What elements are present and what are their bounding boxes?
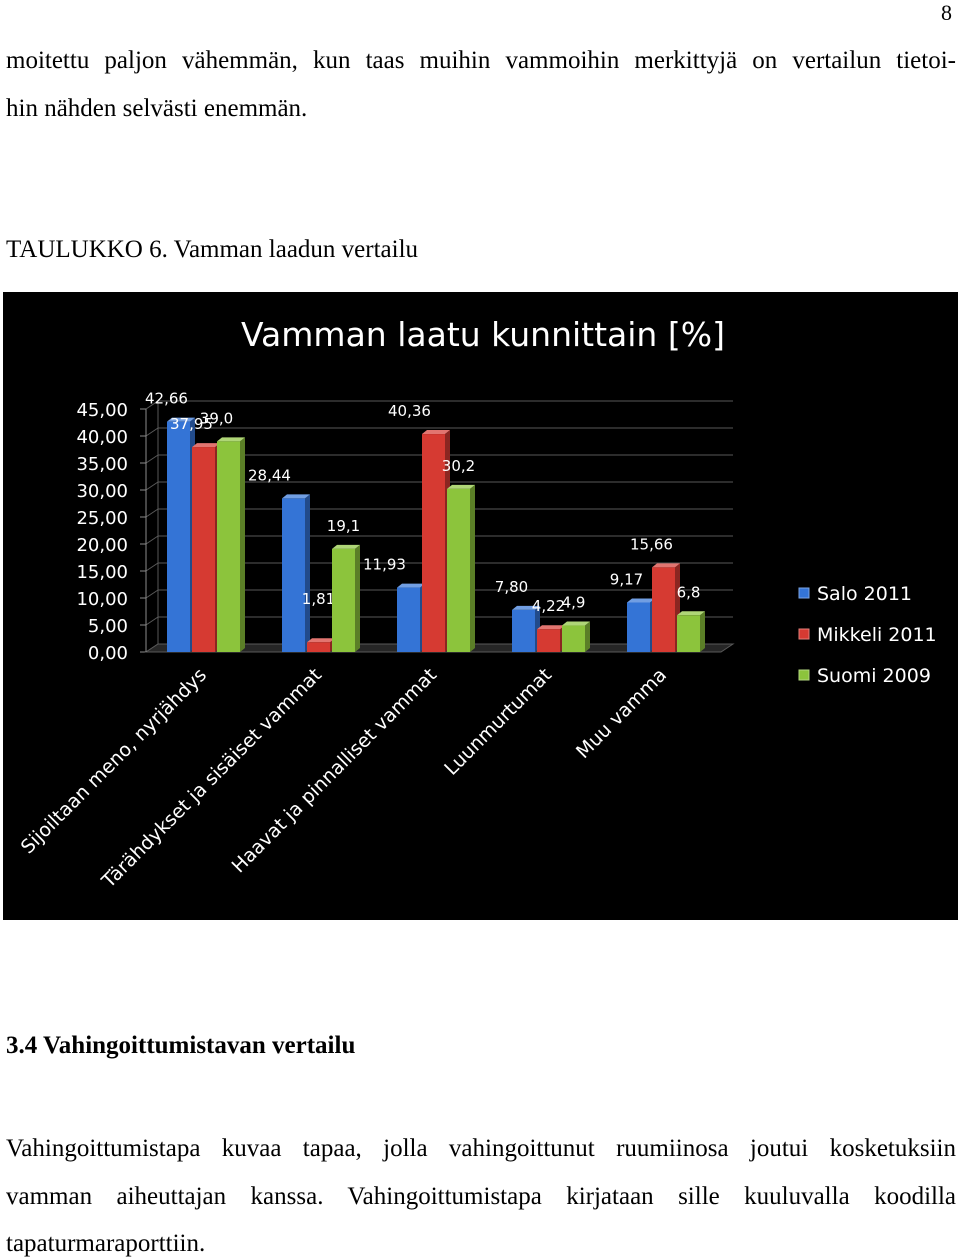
data-label: 28,44 [248, 466, 291, 484]
y-tick-label: 45,00 [76, 400, 128, 421]
y-tick-label: 25,00 [76, 508, 128, 529]
bar-suomi-2009-tarahdykset-ja-sisaiset-vammat [332, 548, 355, 652]
bar-suomi-2009-tarahdykset-ja-sisaiset-vammat-side [355, 544, 360, 652]
data-label: 6,8 [677, 583, 701, 601]
y-tick-label: 15,00 [76, 562, 128, 583]
gridline-side [145, 427, 159, 437]
table-caption: TAULUKKO 6. Vamman laadun vertailu [6, 236, 419, 263]
bar-salo-2011-tarahdykset-ja-sisaiset-vammat [282, 498, 305, 652]
bar-mikkeli-2011-tarahdykset-ja-sisaiset-vammat [307, 642, 330, 652]
bar-suomi-2009-muu-vamma-side [700, 611, 705, 652]
legend-swatch [798, 628, 810, 640]
bar-suomi-2009-haavat-ja-pinnalliset-vammat-top [447, 484, 475, 489]
gridline-side [145, 535, 159, 545]
bar-mikkeli-2011-muu-vamma [652, 567, 675, 652]
y-tick-label: 5,00 [88, 616, 128, 637]
bar-salo-2011-luunmurtumat-top [512, 605, 540, 610]
bar-mikkeli-2011-haavat-ja-pinnalliset-vammat [422, 434, 445, 652]
data-label: 4,22 [532, 597, 565, 615]
y-tick-label: 35,00 [76, 454, 128, 475]
bar-suomi-2009-haavat-ja-pinnalliset-vammat-side [470, 484, 475, 652]
category-label: Luunmurtumat [440, 664, 556, 780]
bar-mikkeli-2011-sijoiltaan-meno-nyrjahdys [192, 447, 215, 652]
bar-suomi-2009-muu-vamma [677, 615, 700, 652]
bar-mikkeli-2011-sijoiltaan-meno-nyrjahdys-top [192, 443, 220, 448]
bar-suomi-2009-sijoiltaan-meno-nyrjahdys [217, 441, 240, 652]
legend-swatch [798, 587, 810, 599]
bar-salo-2011-sijoiltaan-meno-nyrjahdys [167, 421, 190, 652]
chart-container: Vamman laatu kunnittain [%] 0,00 5,00 10,00… [3, 292, 958, 920]
bar-suomi-2009-luunmurtumat-side [585, 621, 590, 652]
bar-salo-2011-muu-vamma [627, 602, 650, 652]
data-label: 15,66 [630, 535, 673, 553]
bar-salo-2011-luunmurtumat [512, 609, 535, 652]
data-label: 40,36 [388, 402, 431, 420]
gridline-side [145, 454, 159, 464]
gridline-side [145, 589, 159, 599]
legend-label: Salo 2011 [817, 583, 912, 605]
category-label: Muu vamma [572, 664, 671, 763]
bar-salo-2011-sijoiltaan-meno-nyrjahdys-top [167, 417, 195, 422]
data-label: 7,80 [495, 578, 528, 596]
data-label: 42,66 [145, 390, 188, 408]
bar-suomi-2009-tarahdykset-ja-sisaiset-vammat-top [332, 544, 360, 549]
intro-paragraph-line-1: moitettu paljon vähemmän, kun taas muihi… [6, 47, 956, 74]
bar-suomi-2009-sijoiltaan-meno-nyrjahdys-side [240, 437, 245, 652]
bar-salo-2011-tarahdykset-ja-sisaiset-vammat-side [305, 494, 310, 652]
gridline-side [145, 562, 159, 572]
bar-suomi-2009-luunmurtumat [562, 625, 585, 652]
gridline-side [145, 508, 159, 518]
y-tick-label: 30,00 [76, 481, 128, 502]
gridline-side [145, 616, 159, 626]
section-paragraph-line-3: tapaturmaraporttiin. [6, 1230, 206, 1257]
data-label: 1,81 [302, 590, 335, 608]
category-label: Sijoiltaan meno, nyrjähdys [17, 664, 211, 858]
category-label: Tärähdykset ja sisäiset vammat [97, 664, 326, 893]
gridline-side [145, 400, 159, 410]
data-label: 9,17 [610, 570, 643, 588]
legend-label: Suomi 2009 [817, 665, 931, 687]
section-paragraph-line-1: Vahingoittumistapa kuvaa tapaa, jolla va… [6, 1135, 956, 1162]
bar-salo-2011-haavat-ja-pinnalliset-vammat [397, 587, 420, 652]
bar-suomi-2009-muu-vamma-top [677, 611, 705, 616]
bar-salo-2011-muu-vamma-top [627, 598, 655, 603]
section-paragraph-line-2: vamman aiheuttajan kanssa. Vahingoittumi… [6, 1183, 956, 1210]
bar-salo-2011-tarahdykset-ja-sisaiset-vammat-top [282, 494, 310, 499]
data-label: 39,0 [200, 409, 233, 427]
y-tick-label: 20,00 [76, 535, 128, 556]
intro-paragraph-line-2: hin nähden selvästi enemmän. [6, 95, 308, 122]
y-tick-label: 0,00 [88, 643, 128, 664]
bar-mikkeli-2011-luunmurtumat-top [537, 625, 565, 630]
gridline-side [145, 481, 159, 491]
category-label: Haavat ja pinnalliset vammat [228, 664, 441, 877]
data-label: 37,95 [170, 415, 213, 433]
bar-suomi-2009-haavat-ja-pinnalliset-vammat [447, 488, 470, 652]
bar-mikkeli-2011-muu-vamma-top [652, 563, 680, 568]
y-tick-label: 10,00 [76, 589, 128, 610]
bar-salo-2011-haavat-ja-pinnalliset-vammat-top [397, 583, 425, 588]
data-label: 4,9 [562, 594, 586, 612]
bar-mikkeli-2011-haavat-ja-pinnalliset-vammat-top [422, 430, 450, 435]
bar-suomi-2009-luunmurtumat-top [562, 621, 590, 626]
chart-title: Vamman laatu kunnittain [%] [241, 315, 725, 354]
data-label: 11,93 [363, 556, 406, 574]
data-label: 19,1 [327, 517, 360, 535]
legend-swatch [798, 669, 810, 681]
bar-chart: Vamman laatu kunnittain [%] 0,00 5,00 10,00… [17, 315, 937, 893]
bar-mikkeli-2011-luunmurtumat [537, 629, 560, 652]
bar-mikkeli-2011-tarahdykset-ja-sisaiset-vammat-top [307, 638, 335, 643]
legend-label: Mikkeli 2011 [817, 624, 937, 646]
page-number: 8 [941, 0, 952, 25]
bar-suomi-2009-sijoiltaan-meno-nyrjahdys-top [217, 437, 245, 442]
section-heading: 3.4 Vahingoittumistavan vertailu [6, 1032, 356, 1059]
data-label: 30,2 [442, 457, 475, 475]
y-tick-label: 40,00 [76, 427, 128, 448]
